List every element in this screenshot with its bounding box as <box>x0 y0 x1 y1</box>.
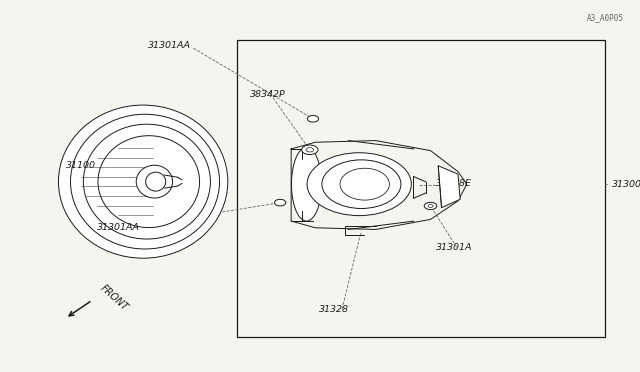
Text: 31100: 31100 <box>66 161 96 170</box>
Ellipse shape <box>146 172 166 191</box>
Text: A3_A0P05: A3_A0P05 <box>587 13 624 22</box>
Circle shape <box>306 148 314 152</box>
Ellipse shape <box>307 153 412 216</box>
Text: 31301AA: 31301AA <box>97 224 140 232</box>
Text: 38342P: 38342P <box>250 90 285 99</box>
Polygon shape <box>438 166 460 208</box>
Text: 31300: 31300 <box>612 180 640 189</box>
Text: 31328: 31328 <box>319 305 349 314</box>
Text: 31328E: 31328E <box>436 179 472 187</box>
Text: 31301AA: 31301AA <box>148 41 191 50</box>
Text: 31301A: 31301A <box>436 243 472 252</box>
Circle shape <box>307 115 319 122</box>
Circle shape <box>428 205 433 208</box>
Circle shape <box>275 199 286 206</box>
Circle shape <box>424 202 437 210</box>
Ellipse shape <box>58 105 228 258</box>
Text: FRONT: FRONT <box>99 283 130 313</box>
Circle shape <box>301 145 318 154</box>
Ellipse shape <box>291 147 321 221</box>
Bar <box>237 40 605 337</box>
Ellipse shape <box>136 165 173 198</box>
